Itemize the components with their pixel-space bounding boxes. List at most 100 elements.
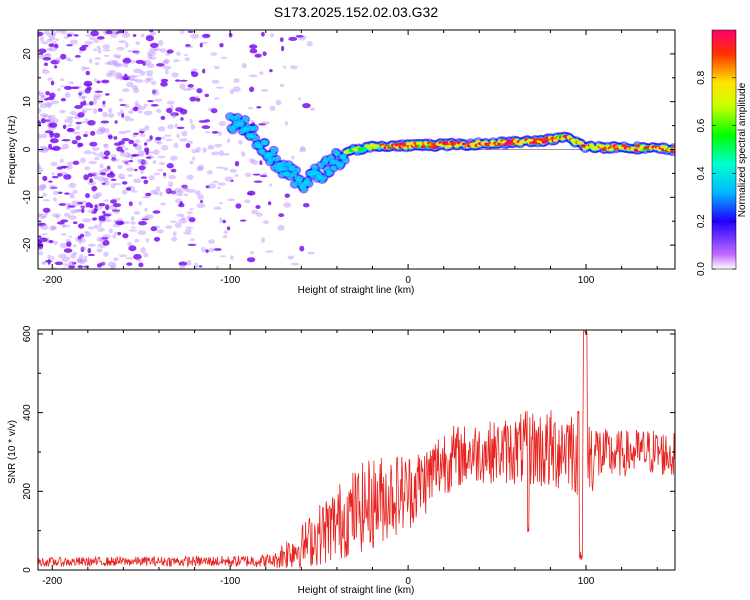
noise-blob — [119, 74, 123, 81]
noise-blob — [79, 259, 88, 263]
noise-blob — [124, 130, 132, 133]
noise-blob — [86, 108, 93, 111]
noise-blob — [229, 89, 235, 95]
noise-blob — [51, 31, 57, 37]
noise-blob — [63, 174, 72, 180]
noise-blob — [219, 150, 225, 157]
trace-core — [600, 144, 605, 148]
noise-blob — [163, 172, 167, 176]
noise-blob — [150, 80, 157, 85]
noise-blob — [178, 203, 185, 208]
noise-blob — [269, 69, 273, 73]
noise-blob — [251, 159, 259, 165]
noise-blob — [48, 122, 58, 128]
noise-blob — [157, 126, 166, 132]
noise-blob — [267, 201, 272, 206]
noise-blob — [115, 31, 120, 34]
noise-blob — [154, 191, 159, 196]
noise-blob — [129, 78, 139, 82]
noise-blob — [184, 229, 192, 233]
trace-body — [330, 165, 337, 171]
trace-body — [281, 166, 289, 172]
noise-blob — [104, 61, 112, 65]
noise-blob — [158, 162, 166, 165]
noise-blob — [115, 55, 121, 59]
noise-blob — [70, 253, 77, 259]
noise-blob — [130, 118, 134, 122]
noise-blob — [87, 172, 93, 178]
y-tick-label: 0 — [22, 146, 33, 152]
noise-blob — [83, 133, 88, 138]
noise-blob — [181, 216, 186, 221]
noise-blob — [144, 125, 150, 131]
noise-blob — [133, 143, 138, 147]
noise-blob — [197, 164, 205, 170]
noise-blob — [110, 264, 116, 269]
noise-blob — [39, 103, 48, 109]
noise-blob — [298, 37, 306, 41]
noise-blob — [97, 227, 105, 232]
trace-core — [542, 139, 548, 144]
noise-blob — [155, 186, 161, 193]
colorbar-tick-label: 0.6 — [696, 118, 707, 132]
noise-blob — [299, 245, 305, 252]
noise-blob — [53, 240, 58, 245]
noise-blob — [57, 88, 61, 92]
noise-blob — [38, 133, 43, 140]
noise-blob — [159, 191, 163, 197]
noise-blob — [260, 88, 269, 92]
noise-blob — [64, 85, 73, 90]
noise-blob — [57, 172, 63, 177]
noise-blob — [185, 143, 191, 148]
noise-blob — [246, 257, 256, 263]
noise-blob — [51, 100, 60, 105]
noise-blob — [145, 138, 152, 142]
noise-blob — [93, 224, 99, 229]
noise-blob — [70, 110, 77, 116]
noise-blob — [109, 171, 114, 176]
noise-blob — [71, 261, 77, 265]
noise-blob — [134, 50, 140, 55]
noise-blob — [83, 174, 89, 181]
noise-blob — [67, 124, 73, 128]
noise-blob — [130, 221, 136, 225]
noise-blob — [127, 174, 133, 177]
trace-core — [434, 145, 440, 149]
noise-blob — [108, 70, 116, 74]
noise-blob — [125, 42, 129, 48]
noise-blob — [80, 121, 87, 124]
noise-blob — [106, 172, 116, 178]
noise-blob — [59, 78, 65, 81]
noise-blob — [259, 71, 264, 76]
noise-blob — [300, 146, 306, 151]
noise-blob — [81, 95, 86, 101]
noise-blob — [261, 31, 265, 37]
noise-blob — [145, 156, 152, 159]
colorbar-label: Normalized spectral amplitude — [737, 82, 748, 217]
snr-frame — [37, 329, 676, 571]
noise-blob — [38, 240, 43, 244]
trace-body — [327, 155, 335, 161]
noise-blob — [96, 80, 101, 84]
noise-blob — [40, 233, 48, 236]
noise-blob — [160, 78, 169, 83]
noise-blob — [142, 160, 148, 166]
noise-blob — [124, 257, 134, 260]
noise-blob — [234, 161, 240, 167]
noise-blob — [250, 120, 254, 123]
noise-blob — [62, 223, 66, 228]
noise-blob — [186, 174, 194, 181]
noise-blob — [176, 189, 184, 194]
noise-blob — [201, 246, 206, 252]
noise-blob — [138, 165, 146, 171]
noise-blob — [206, 170, 213, 175]
noise-blob — [65, 57, 71, 61]
noise-blob — [75, 135, 82, 141]
noise-blob — [222, 219, 226, 224]
y-tick-label: -10 — [22, 190, 33, 205]
noise-blob — [102, 44, 111, 50]
noise-blob — [174, 123, 178, 129]
noise-blob — [131, 84, 138, 90]
noise-blob — [214, 65, 220, 70]
